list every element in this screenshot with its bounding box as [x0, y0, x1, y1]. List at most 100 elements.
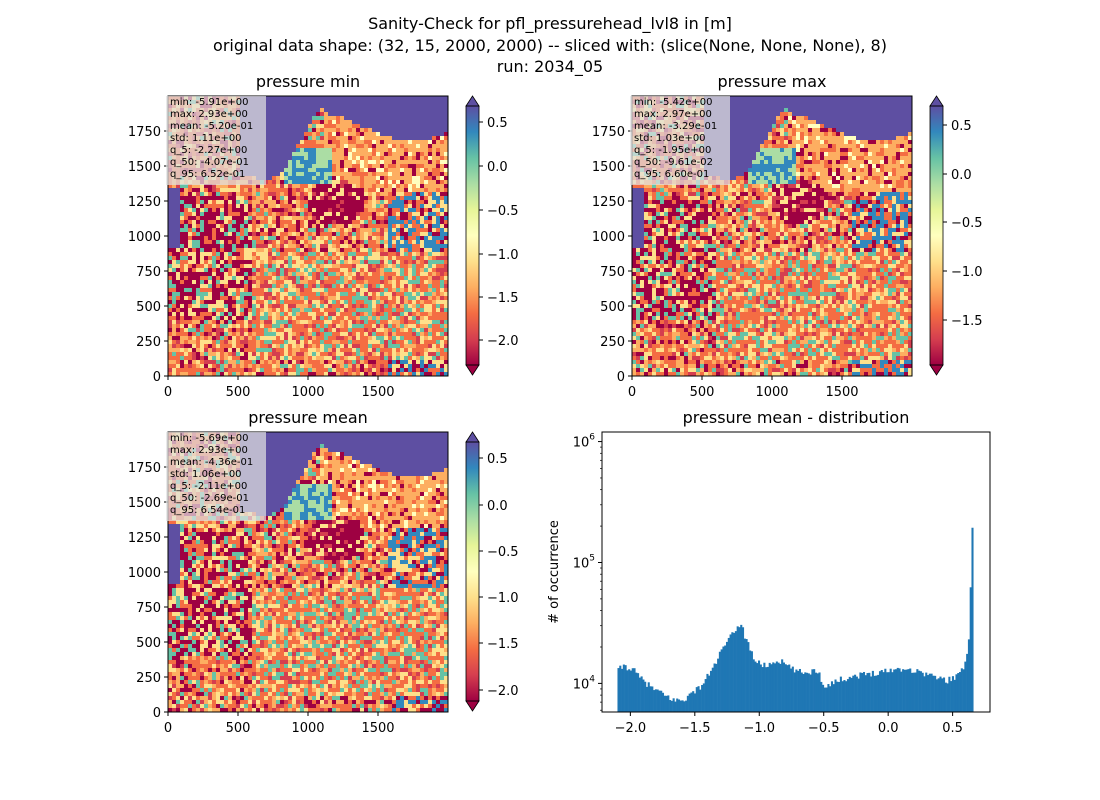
- heatmap-cell: [420, 324, 425, 329]
- heatmap-cell: [424, 144, 429, 149]
- heatmap-cell: [364, 116, 369, 121]
- heatmap-cell: [168, 308, 173, 313]
- heatmap-cell: [336, 204, 341, 209]
- heatmap-cell: [248, 248, 253, 253]
- heatmap-cell: [320, 100, 325, 105]
- heatmap-cell: [388, 316, 393, 321]
- heatmap-cell: [444, 188, 449, 193]
- heatmap-cell: [440, 272, 445, 277]
- heatmap-cell: [428, 360, 433, 365]
- heatmap-cell: [408, 104, 413, 109]
- heatmap-cell: [404, 308, 409, 313]
- heatmap-cell: [316, 116, 321, 121]
- heatmap-cell: [332, 176, 337, 181]
- heatmap-cell: [356, 196, 361, 201]
- heatmap-cell: [272, 224, 277, 229]
- heatmap-cell: [308, 296, 313, 301]
- heatmap-cell: [376, 308, 381, 313]
- heatmap-cell: [320, 228, 325, 233]
- heatmap-cell: [224, 372, 229, 377]
- heatmap-cell: [272, 96, 277, 101]
- heatmap-cell: [216, 188, 221, 193]
- heatmap-cell: [208, 196, 213, 201]
- heatmap-cell: [420, 348, 425, 353]
- heatmap-cell: [260, 364, 265, 369]
- heatmap-cell: [176, 308, 181, 313]
- heatmap-cell: [348, 196, 353, 201]
- heatmap-cell: [364, 352, 369, 357]
- heatmap-cell: [256, 228, 261, 233]
- heatmap-cell: [356, 344, 361, 349]
- heatmap-cell: [392, 140, 397, 145]
- heatmap-cell: [280, 212, 285, 217]
- heatmap-cell: [176, 344, 181, 349]
- heatmap-cell: [216, 228, 221, 233]
- heatmap-cell: [376, 176, 381, 181]
- heatmap-cell: [392, 264, 397, 269]
- heatmap-cell: [396, 200, 401, 205]
- heatmap-cell: [428, 256, 433, 261]
- heatmap-cell: [428, 120, 433, 125]
- heatmap-cell: [240, 368, 245, 373]
- heatmap-cell: [288, 228, 293, 233]
- heatmap-cell: [312, 248, 317, 253]
- heatmap-cell: [308, 288, 313, 293]
- heatmap-cell: [376, 372, 381, 377]
- heatmap-cell: [240, 196, 245, 201]
- heatmap-cell: [364, 312, 369, 317]
- heatmap-cell: [196, 204, 201, 209]
- heatmap-cell: [304, 300, 309, 305]
- heatmap-cell: [264, 104, 269, 109]
- heatmap-cell: [420, 148, 425, 153]
- heatmap-cell: [328, 132, 333, 137]
- heatmap-cell: [200, 236, 205, 241]
- heatmap-cell: [316, 260, 321, 265]
- heatmap-cell: [400, 200, 405, 205]
- heatmap-cell: [412, 136, 417, 141]
- heatmap-cell: [236, 260, 241, 265]
- heatmap-cell: [372, 156, 377, 161]
- heatmap-cell: [172, 236, 177, 241]
- heatmap-cell: [268, 108, 273, 113]
- heatmap-cell: [284, 196, 289, 201]
- heatmap-cell: [436, 340, 441, 345]
- heatmap-cell: [268, 332, 273, 337]
- heatmap-cell: [264, 164, 269, 169]
- heatmap-cell: [372, 144, 377, 149]
- heatmap-cell: [436, 128, 441, 133]
- heatmap-cell: [332, 316, 337, 321]
- heatmap-cell: [292, 356, 297, 361]
- heatmap-cell: [328, 304, 333, 309]
- heatmap-cell: [444, 284, 449, 289]
- heatmap-cell: [424, 112, 429, 117]
- heatmap-cell: [444, 296, 449, 301]
- heatmap-cell: [444, 144, 449, 149]
- heatmap-cell: [320, 352, 325, 357]
- heatmap-cell: [340, 244, 345, 249]
- heatmap-cell: [328, 332, 333, 337]
- heatmap-cell: [380, 272, 385, 277]
- heatmap-cell: [320, 116, 325, 121]
- heatmap-cell: [248, 360, 253, 365]
- heatmap-cell: [368, 124, 373, 129]
- heatmap-cell: [328, 200, 333, 205]
- heatmap-cell: [444, 160, 449, 165]
- heatmap-cell: [224, 332, 229, 337]
- heatmap-cell: [256, 288, 261, 293]
- heatmap-cell: [384, 188, 389, 193]
- heatmap-cell: [380, 328, 385, 333]
- heatmap-cell: [352, 268, 357, 273]
- heatmap-cell: [168, 200, 173, 205]
- heatmap-cell: [228, 220, 233, 225]
- heatmap-cell: [308, 340, 313, 345]
- heatmap-cell: [432, 276, 437, 281]
- heatmap-cell: [400, 256, 405, 261]
- heatmap-cell: [248, 244, 253, 249]
- heatmap-cell: [340, 300, 345, 305]
- heatmap-cell: [200, 276, 205, 281]
- heatmap-cell: [216, 284, 221, 289]
- heatmap-cell: [404, 196, 409, 201]
- heatmap-cell: [252, 280, 257, 285]
- heatmap-cell: [168, 224, 173, 229]
- heatmap-cell: [360, 284, 365, 289]
